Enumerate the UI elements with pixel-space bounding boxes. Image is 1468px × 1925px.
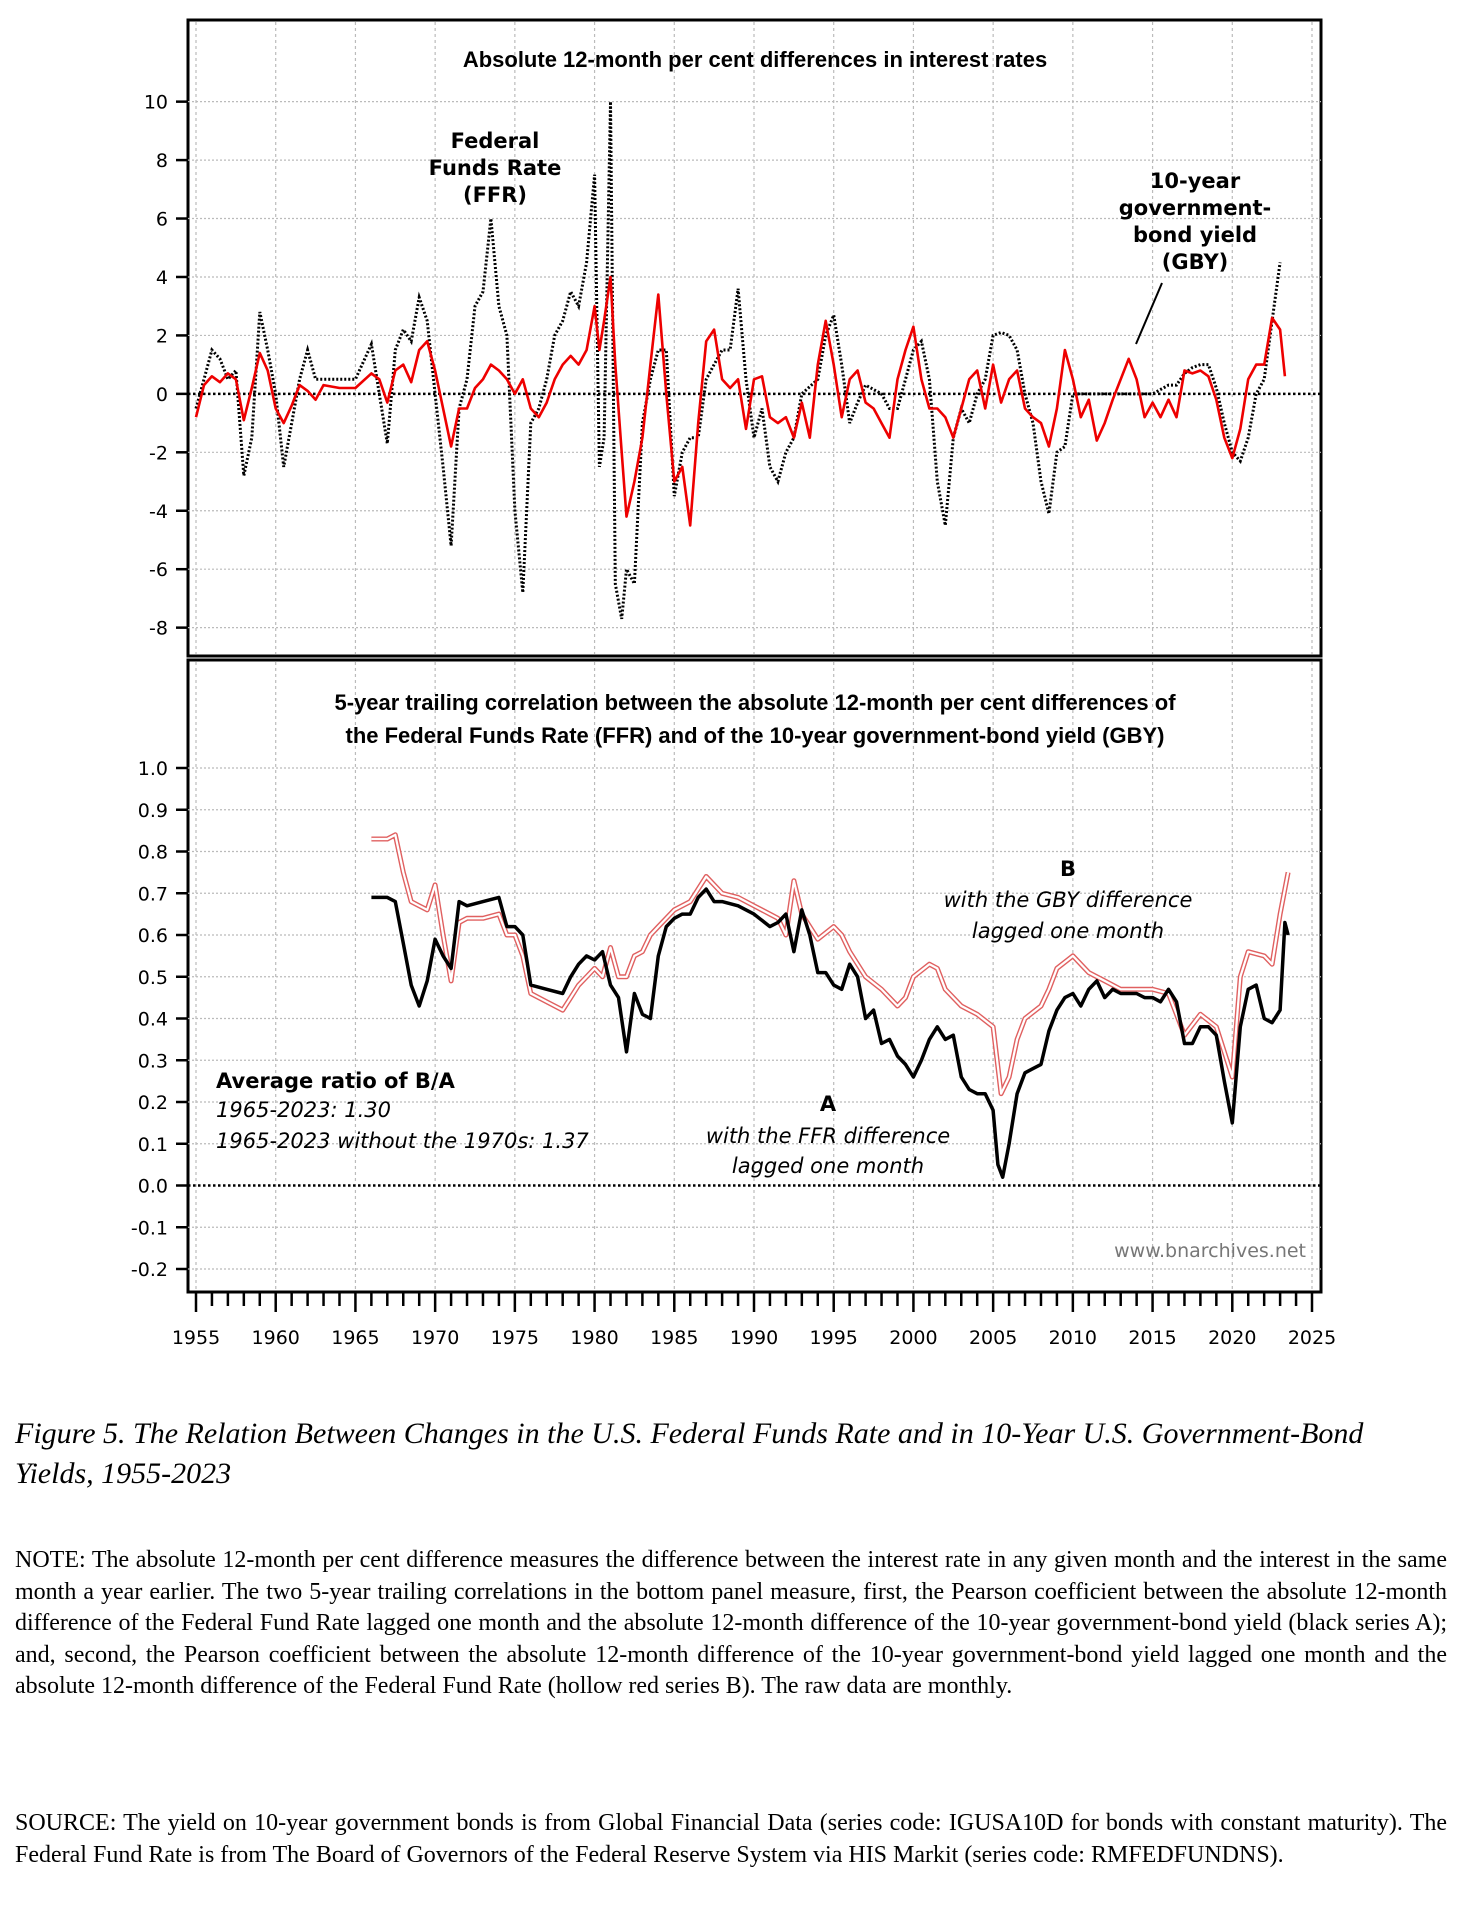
y-tick-label: 10: [144, 92, 168, 114]
y-tick-label: 0: [156, 384, 168, 406]
figure-note: NOTE: The absolute 12-month per cent dif…: [15, 1547, 1447, 1699]
y-tick-label: 0.9: [138, 800, 168, 822]
y-tick-label: -0.2: [131, 1259, 168, 1281]
figure-caption: Figure 5. The Relation Between Changes i…: [15, 1417, 1364, 1490]
x-axis: 1955 1960 1965 1970 1975 1980 1985 1990 1995 2000…: [172, 1291, 1336, 1349]
y-tick-label: 0.8: [138, 842, 168, 864]
series-b-line-outline: [371, 832, 1291, 1097]
x-tick-label: 2005: [969, 1327, 1017, 1349]
y-tick-label: 0.3: [138, 1050, 168, 1072]
x-tick-label: 1960: [252, 1327, 300, 1349]
top-grid: [188, 22, 1321, 654]
x-tick-label: 1980: [570, 1327, 618, 1349]
y-tick-label: 0.6: [138, 925, 168, 947]
x-tick-label: 2000: [889, 1327, 937, 1349]
ffr-series-line: [194, 101, 1282, 620]
watermark: www.bnarchives.net: [1114, 1240, 1306, 1262]
top-panel-frame: [186, 18, 1323, 658]
ratio-title: Average ratio of B/A: [216, 1069, 456, 1093]
gby-label-line-3: bond yield: [1133, 223, 1257, 247]
series-b-desc-line-2: lagged one month: [972, 919, 1164, 943]
gby-label-line-1: 10-year: [1150, 169, 1241, 193]
y-tick-label: 0.1: [138, 1134, 168, 1156]
y-tick-label: -4: [149, 501, 168, 523]
bottom-title-line-2: the Federal Funds Rate (FFR) and of the …: [346, 723, 1165, 748]
x-tick-label: 1985: [650, 1327, 698, 1349]
y-tick-label: -0.1: [131, 1217, 168, 1239]
y-tick-label: 4: [156, 267, 168, 289]
ffr-label-line-1: Federal: [451, 129, 540, 153]
x-tick-label: 1975: [491, 1327, 539, 1349]
figure-source: SOURCE: The yield on 10-year government …: [15, 1810, 1447, 1868]
ffr-label-line-2: Funds Rate: [429, 156, 562, 180]
series-a-line: [371, 887, 1290, 1179]
series-a-desc-line-1: with the FFR difference: [706, 1124, 950, 1148]
series-a-desc-line-2: lagged one month: [732, 1154, 924, 1178]
top-y-axis: 10 8 6 4 2 0 -2 -4 -6 -8: [144, 92, 188, 640]
y-tick-label: 2: [156, 325, 168, 347]
y-tick-label: 8: [156, 150, 168, 172]
ffr-label-line-3: (FFR): [463, 183, 527, 207]
top-title: Absolute 12-month per cent differences i…: [463, 47, 1047, 72]
x-tick-label: 2015: [1128, 1327, 1176, 1349]
y-tick-label: 0.4: [138, 1009, 168, 1031]
x-tick-label: 1955: [172, 1327, 220, 1349]
x-tick-label: 2020: [1208, 1327, 1256, 1349]
y-tick-label: 1.0: [138, 758, 168, 780]
x-tick-label: 1970: [411, 1327, 459, 1349]
top-panel: 10 8 6 4 2 0 -2 -4 -6 -8 Absolute 12-month per ce…: [144, 18, 1323, 658]
y-tick-label: 0.2: [138, 1092, 168, 1114]
x-tick-label: 2025: [1288, 1327, 1336, 1349]
bottom-title-line-1: 5-year trailing correlation between the …: [334, 690, 1176, 715]
y-tick-label: 0.0: [138, 1176, 168, 1198]
bottom-panel: 1.0 0.9 0.8 0.7 0.6 0.5 0.4 0.3 0.2 0.1 0.0 -0.1 -0.…: [131, 658, 1323, 1294]
gby-label-line-4: (GBY): [1162, 250, 1229, 274]
series-b-line-inner: [371, 833, 1290, 1095]
x-tick-label: 1990: [730, 1327, 778, 1349]
series-a-label: A: [820, 1092, 837, 1116]
x-tick-label: 1965: [331, 1327, 379, 1349]
series-b-desc-line-1: with the GBY difference: [944, 888, 1193, 912]
bottom-y-axis: 1.0 0.9 0.8 0.7 0.6 0.5 0.4 0.3 0.2 0.1 0.0 -0.1 -0.…: [131, 758, 188, 1281]
gby-series-line: [194, 275, 1287, 527]
figure-chart: 10 8 6 4 2 0 -2 -4 -6 -8 Absolute 12-month per ce…: [131, 18, 1336, 1349]
y-tick-label: 6: [156, 209, 168, 231]
y-tick-label: 0.5: [138, 967, 168, 989]
ratio-line-2: 1965-2023 without the 1970s: 1.37: [216, 1129, 589, 1153]
gby-label-line-2: government-: [1119, 196, 1272, 220]
x-tick-label: 1995: [810, 1327, 858, 1349]
y-tick-label: 0.7: [138, 883, 168, 905]
gby-pointer-line: [1135, 282, 1163, 345]
series-b-label: B: [1060, 857, 1076, 881]
ratio-line-1: 1965-2023: 1.30: [216, 1098, 391, 1122]
bottom-grid: [188, 662, 1321, 1290]
y-tick-label: -8: [149, 618, 168, 640]
bottom-series: [371, 832, 1291, 1179]
y-tick-label: -2: [149, 442, 168, 464]
top-series: [194, 101, 1287, 620]
x-tick-label: 2010: [1049, 1327, 1097, 1349]
y-tick-label: -6: [149, 559, 168, 581]
